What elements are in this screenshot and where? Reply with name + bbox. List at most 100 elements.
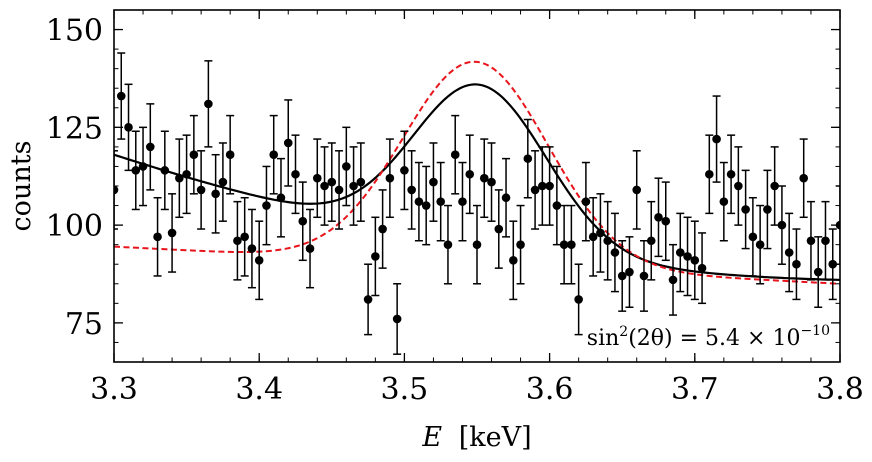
data-point <box>334 185 344 195</box>
annotation-prefix: sin <box>587 326 620 351</box>
x-axis-label: E [keV] <box>421 422 531 453</box>
data-point <box>523 154 533 163</box>
data-point <box>705 169 714 179</box>
annotation-sup1: 2 <box>619 324 628 340</box>
data-point <box>755 240 765 249</box>
x-axis-label-variable: E <box>421 422 442 453</box>
y-tick-label: 150 <box>46 14 103 49</box>
data-point <box>639 271 649 281</box>
data-point <box>385 173 395 183</box>
data-point <box>668 275 678 285</box>
data-point <box>421 201 431 210</box>
data-point <box>414 197 424 206</box>
data-point <box>734 181 743 191</box>
data-point <box>726 169 736 179</box>
data-point <box>436 197 446 206</box>
data-point <box>320 181 329 191</box>
data-point <box>312 173 322 183</box>
data-point <box>240 232 249 242</box>
data-point <box>603 236 612 246</box>
data-point <box>792 259 801 269</box>
data-point <box>821 236 830 246</box>
data-point <box>654 212 663 222</box>
data-point <box>298 216 308 226</box>
data-point <box>276 193 286 203</box>
data-point <box>741 205 750 214</box>
data-point <box>472 240 482 249</box>
data-point <box>574 295 583 304</box>
labels-layer: 3.3 3.4 3.5 3.6 3.7 3.8 75 100 125 150 <box>46 14 864 407</box>
data-point <box>596 228 605 238</box>
data-point <box>114 185 119 195</box>
data-point <box>291 169 300 179</box>
data-point <box>465 169 475 179</box>
data-point <box>501 193 511 203</box>
x-tick-label: 3.5 <box>381 372 429 407</box>
data-point <box>116 91 126 101</box>
x-axis-label-unit: [keV] <box>459 422 532 453</box>
data-point <box>189 150 199 160</box>
series-layer <box>114 52 840 355</box>
data-point <box>494 224 504 234</box>
data-point <box>233 236 242 246</box>
data-point <box>247 244 257 253</box>
data-point <box>225 150 235 160</box>
data-point <box>697 263 707 273</box>
data-point <box>254 256 264 265</box>
data-point <box>806 236 816 246</box>
data-point <box>429 177 438 187</box>
x-tick-label: 3.8 <box>816 372 864 407</box>
data-point <box>588 232 598 242</box>
data-point <box>167 228 177 238</box>
data-point <box>799 173 808 183</box>
y-axis-label: counts <box>6 141 37 232</box>
data-point <box>690 256 700 265</box>
data-point <box>218 177 228 187</box>
y-tick-label: 125 <box>46 111 103 146</box>
data-point <box>363 295 373 304</box>
x-tick-label: 3.3 <box>90 372 138 407</box>
data-point <box>443 240 453 249</box>
data-point <box>283 138 293 148</box>
data-point <box>581 197 591 206</box>
data-point <box>124 123 133 132</box>
data-point <box>211 189 220 199</box>
data-point <box>327 177 337 187</box>
data-point <box>509 256 518 265</box>
data-point <box>407 185 416 195</box>
data-point <box>763 205 772 214</box>
data-point <box>131 166 141 175</box>
mixing-angle-annotation: sin2(2θ) = 5.4 × 10−10 <box>587 323 830 351</box>
data-point <box>175 173 184 183</box>
annotation-middle: (2θ) = 5.4 × 10 <box>628 326 800 351</box>
y-tick-label: 100 <box>46 209 103 244</box>
data-point <box>160 166 170 175</box>
data-point <box>342 162 351 171</box>
data-point <box>784 248 794 257</box>
x-tick-label: 3.6 <box>526 372 574 407</box>
data-point <box>545 181 554 191</box>
data-point <box>567 240 576 249</box>
data-point <box>487 177 496 187</box>
data-point <box>516 240 525 249</box>
data-point <box>683 252 692 261</box>
annotation-sup2: −10 <box>800 323 830 339</box>
data-point <box>153 232 162 242</box>
data-point <box>204 99 213 109</box>
data-point <box>661 216 671 226</box>
data-point <box>392 314 402 324</box>
data-point <box>828 259 838 269</box>
data-point <box>196 185 206 195</box>
data-point <box>538 181 547 191</box>
data-point <box>617 271 627 281</box>
data-point <box>371 252 380 261</box>
data-point <box>813 267 823 277</box>
data-point <box>675 248 685 257</box>
data-point <box>349 181 358 191</box>
data-point <box>182 169 191 179</box>
data-point <box>610 248 620 257</box>
data-point <box>305 244 315 253</box>
data-point <box>146 142 155 152</box>
